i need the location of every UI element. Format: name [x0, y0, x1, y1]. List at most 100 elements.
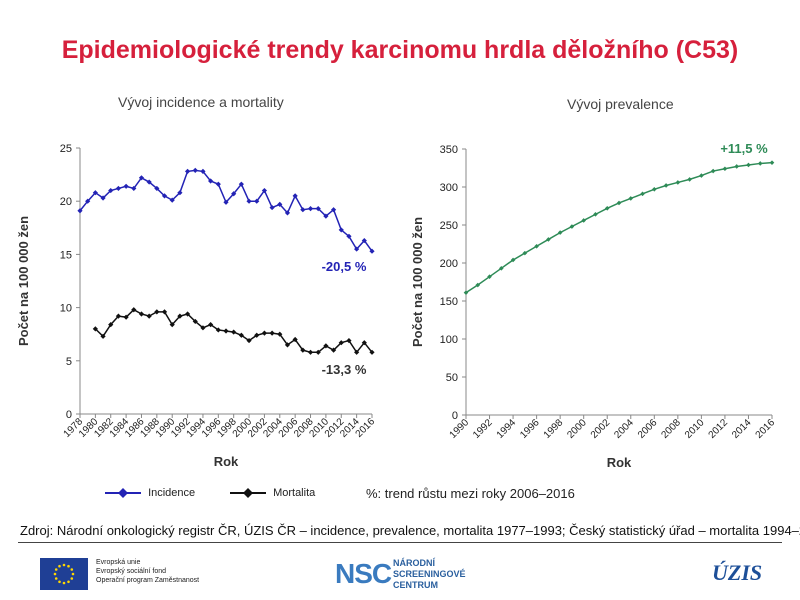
data-point-incidence — [123, 183, 129, 189]
data-point-prevalence — [746, 162, 751, 168]
data-point-mortalita — [184, 311, 191, 317]
data-point-incidence — [85, 198, 91, 204]
data-point-mortalita — [246, 337, 252, 344]
data-point-incidence — [238, 181, 244, 187]
y-tick-label: 50 — [446, 372, 458, 384]
data-point-prevalence — [604, 205, 610, 211]
y-tick-label: 0 — [66, 409, 72, 421]
data-point-prevalence — [510, 257, 516, 263]
legend-item-incidence: Incidence — [105, 487, 195, 499]
eu-star — [70, 568, 74, 571]
data-point-incidence — [254, 198, 260, 204]
data-point-mortalita — [261, 330, 268, 336]
data-point-mortalita — [223, 328, 229, 334]
data-point-incidence — [115, 185, 122, 192]
x-axis-label: Rok — [214, 454, 239, 469]
data-point-mortalita — [138, 311, 145, 317]
legend-item-mortalita: Mortalita — [230, 487, 315, 499]
x-tick-label: 2014 — [730, 417, 754, 441]
data-point-incidence — [146, 179, 152, 185]
data-point-prevalence — [499, 266, 504, 271]
eu-text-line: Evropská unie — [96, 559, 141, 566]
data-point-mortalita — [330, 347, 337, 353]
y-tick-label: 200 — [440, 258, 458, 270]
series-line-prevalence — [465, 161, 773, 294]
data-point-incidence — [300, 207, 306, 213]
data-point-prevalence — [463, 290, 469, 295]
data-point-incidence — [338, 227, 344, 233]
eu-star — [53, 572, 57, 576]
data-point-incidence — [100, 195, 106, 201]
data-point-incidence — [200, 168, 206, 175]
trend-annotation: -13,3 % — [322, 362, 367, 377]
x-tick-label: 2012 — [707, 417, 731, 441]
eu-star — [67, 564, 70, 568]
eu-star — [70, 577, 74, 580]
data-point-incidence — [154, 185, 160, 192]
data-point-incidence — [161, 193, 168, 199]
data-point-prevalence — [652, 186, 657, 192]
nsc-text: NÁRODNÍ SCREENINGOVÉ CENTRUM — [393, 558, 466, 591]
data-point-incidence — [246, 198, 252, 204]
data-point-mortalita — [231, 329, 237, 335]
data-point-incidence — [261, 187, 268, 194]
y-tick-label: 100 — [440, 334, 458, 346]
data-point-prevalence — [593, 212, 598, 217]
y-axis-label: Počet na 100 000 žen — [410, 217, 425, 347]
y-tick-label: 25 — [60, 143, 72, 155]
y-tick-label: 15 — [60, 249, 72, 261]
y-axis-label: Počet na 100 000 žen — [16, 216, 31, 346]
data-point-prevalence — [546, 237, 551, 242]
data-point-prevalence — [769, 160, 775, 165]
data-point-mortalita — [238, 332, 244, 338]
data-point-mortalita — [215, 327, 221, 333]
data-point-prevalence — [522, 250, 528, 256]
data-point-prevalence — [616, 200, 622, 206]
incidence-chart-title: Vývoj incidence a mortality — [118, 94, 284, 110]
data-point-incidence — [138, 175, 145, 181]
data-point-mortalita — [146, 313, 152, 319]
data-point-mortalita — [115, 313, 122, 319]
eu-star — [71, 572, 75, 576]
y-tick-label: 20 — [60, 196, 72, 208]
data-point-prevalence — [628, 196, 634, 201]
data-point-mortalita — [100, 333, 106, 339]
x-tick-label: 2010 — [683, 417, 707, 441]
data-point-mortalita — [208, 322, 214, 328]
data-point-mortalita — [169, 322, 175, 328]
data-point-prevalence — [734, 164, 739, 169]
x-tick-label: 2016 — [754, 417, 778, 441]
y-tick-label: 5 — [66, 356, 72, 368]
data-point-mortalita — [161, 309, 168, 315]
x-tick-label: 2004 — [612, 417, 636, 441]
data-point-mortalita — [307, 349, 314, 355]
data-point-incidence — [177, 190, 183, 196]
data-point-mortalita — [338, 340, 344, 346]
legend-label-incidence: Incidence — [148, 487, 196, 499]
prevalence-chart-title: Vývoj prevalence — [567, 96, 674, 112]
data-point-prevalence — [699, 173, 704, 178]
data-point-incidence — [361, 237, 367, 244]
data-point-incidence — [269, 204, 275, 211]
data-point-mortalita — [192, 318, 198, 325]
data-point-incidence — [92, 190, 98, 196]
data-point-mortalita — [346, 337, 352, 344]
data-point-incidence — [369, 248, 375, 254]
eu-text-line: Evropský sociální fond — [96, 568, 167, 575]
x-tick-label: 2002 — [589, 417, 613, 441]
trend-annotation: -20,5 % — [322, 259, 367, 274]
data-point-prevalence — [581, 218, 586, 223]
data-point-incidence — [208, 178, 214, 184]
data-point-mortalita — [284, 342, 291, 348]
data-point-prevalence — [687, 177, 692, 182]
trend-note: %: trend růstu mezi roky 2006–2016 — [366, 486, 575, 501]
x-tick-label: 1994 — [495, 417, 519, 441]
eu-star — [54, 568, 58, 571]
main-title: Epidemiologické trendy karcinomu hrdla d… — [61, 36, 739, 64]
data-point-incidence — [284, 210, 291, 216]
data-point-mortalita — [92, 326, 98, 332]
eu-star — [54, 577, 58, 580]
data-point-mortalita — [292, 336, 298, 343]
